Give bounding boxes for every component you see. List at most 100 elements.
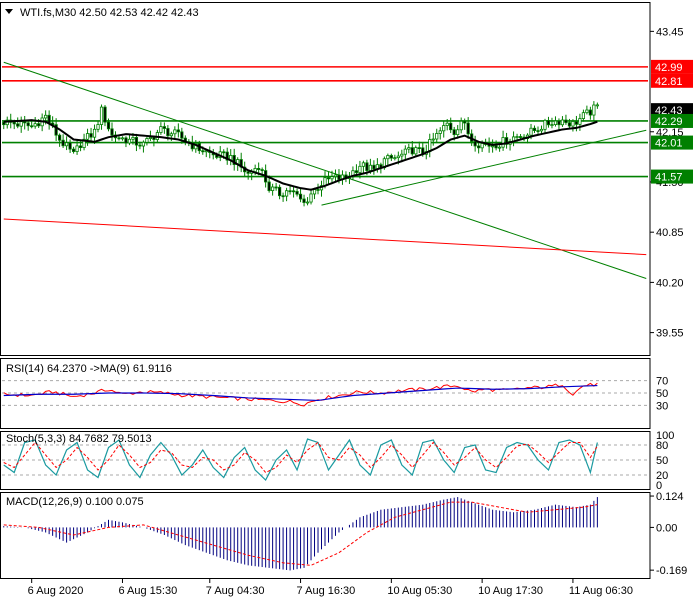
candle[interactable] [166,128,170,137]
candle[interactable] [274,186,278,189]
candle[interactable] [71,148,76,152]
candle[interactable] [550,124,554,127]
candle[interactable] [2,121,6,126]
trendline-2[interactable] [321,129,647,206]
candle[interactable] [466,122,470,135]
candle[interactable] [225,151,229,161]
stoch-k-line[interactable] [3,438,598,481]
candle[interactable] [459,120,463,131]
candle[interactable] [141,141,146,147]
candle[interactable] [271,186,275,192]
candle[interactable] [309,193,313,203]
candle[interactable] [456,129,460,136]
candle[interactable] [295,191,299,195]
candle[interactable] [567,122,572,127]
candle[interactable] [417,147,421,150]
candle[interactable] [515,136,519,138]
candle[interactable] [497,146,502,149]
candle[interactable] [47,114,51,124]
candle[interactable] [536,130,540,132]
candle[interactable] [539,128,544,132]
candle[interactable] [288,190,292,193]
candle[interactable] [92,128,97,138]
candle[interactable] [529,127,533,136]
candle[interactable] [473,141,477,147]
candle[interactable] [190,142,194,150]
trendline-0[interactable] [3,61,647,280]
candle[interactable] [58,134,62,141]
candle[interactable] [571,121,575,127]
candle[interactable] [372,164,376,170]
candle[interactable] [333,174,338,178]
candle[interactable] [491,145,495,148]
candle[interactable] [204,150,208,153]
candle[interactable] [162,126,166,129]
candle[interactable] [574,121,579,125]
candle[interactable] [354,170,359,173]
candle[interactable] [410,147,414,155]
candle[interactable] [103,106,107,123]
candle[interactable] [138,144,142,147]
candle[interactable] [291,190,296,193]
candle[interactable] [431,138,435,141]
candle[interactable] [393,157,397,160]
candle[interactable] [316,189,320,191]
collapse-triangle-icon[interactable] [5,9,13,14]
candle[interactable] [68,142,72,150]
candle[interactable] [532,127,537,131]
candle[interactable] [585,109,589,114]
candle[interactable] [253,168,257,173]
candle[interactable] [44,114,48,119]
candle[interactable] [180,131,184,139]
candle[interactable] [278,186,282,197]
candle[interactable] [61,139,65,147]
candle[interactable] [127,138,132,144]
candle[interactable] [134,136,139,146]
candle[interactable] [106,121,111,130]
candle[interactable] [232,155,236,165]
candle[interactable] [176,129,180,133]
candle[interactable] [518,136,523,138]
candle[interactable] [452,129,456,136]
candle[interactable] [12,121,16,125]
candle[interactable] [284,190,289,197]
candle[interactable] [592,104,596,116]
candle[interactable] [30,125,34,128]
candle[interactable] [368,164,372,171]
candle[interactable] [148,137,153,139]
candle[interactable] [588,109,592,116]
candle[interactable] [96,124,100,130]
candle[interactable] [312,189,317,195]
candle[interactable] [37,123,41,127]
candle[interactable] [281,195,285,198]
candle[interactable] [169,133,173,137]
candle[interactable] [438,130,442,134]
candle[interactable] [358,165,362,173]
candle[interactable] [501,137,505,148]
candle[interactable] [553,120,558,126]
candle[interactable] [222,151,226,154]
price-pane[interactable]: 43.4542.1541.5040.8540.2039.5542.9942.81… [0,2,694,356]
candle[interactable] [110,128,114,136]
candle[interactable] [120,137,125,140]
candle[interactable] [581,112,586,119]
candle[interactable] [365,162,369,171]
candle[interactable] [152,137,156,140]
candle[interactable] [445,122,449,126]
candle[interactable] [82,138,86,148]
candle[interactable] [260,169,264,171]
candle[interactable] [305,201,310,204]
candle[interactable] [560,119,565,126]
candle[interactable] [267,181,271,192]
candle[interactable] [414,147,418,155]
candle[interactable] [595,104,599,107]
candle[interactable] [85,133,90,140]
candle[interactable] [65,142,69,147]
candle[interactable] [361,162,366,167]
macd-pane[interactable]: 0.124 0.00 -0.169 [0,491,688,579]
candle[interactable] [477,145,481,149]
rsi-ma-line[interactable] [3,384,598,402]
candle[interactable] [159,126,163,133]
moving-average-line[interactable] [3,119,598,191]
